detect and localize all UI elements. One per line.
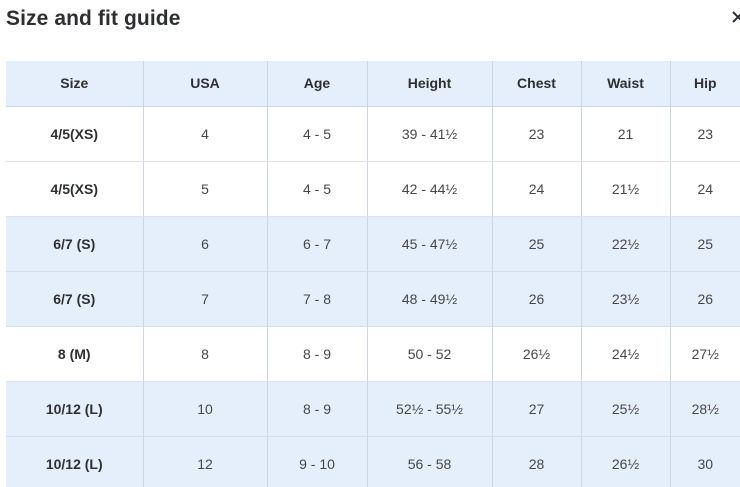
cell-waist: 21½ [581,161,671,217]
table-row: 8 (M) 8 8 - 9 50 - 52 26½ 24½ 27½ [6,326,740,382]
table-row: 6/7 (S) 6 6 - 7 45 - 47½ 25 22½ 25 [6,216,740,272]
table-row: 4/5(XS) 4 4 - 5 39 - 41½ 23 21 23 [6,106,740,162]
cell-age: 4 - 5 [267,106,368,162]
cell-waist: 22½ [581,216,671,272]
cell-chest: 26 [492,271,582,327]
cell-waist: 24½ [581,326,671,382]
cell-age: 8 - 9 [267,381,368,437]
cell-size: 8 (M) [6,326,144,382]
cell-hip: 26 [670,271,740,327]
size-chart-table-container: Size USA Age Height Chest Waist Hip 4/5(… [6,61,740,487]
header-waist: Waist [581,61,671,107]
cell-age: 4 - 5 [267,161,368,217]
cell-chest: 23 [492,106,582,162]
cell-waist: 21 [581,106,671,162]
cell-height: 56 - 58 [367,436,493,487]
cell-chest: 24 [492,161,582,217]
cell-age: 6 - 7 [267,216,368,272]
table-row: 10/12 (L) 12 9 - 10 56 - 58 28 26½ 30 [6,436,740,487]
cell-hip: 24 [670,161,740,217]
cell-hip: 28½ [670,381,740,437]
cell-age: 7 - 8 [267,271,368,327]
cell-height: 42 - 44½ [367,161,493,217]
table-row: 10/12 (L) 10 8 - 9 52½ - 55½ 27 25½ 28½ [6,381,740,437]
cell-waist: 23½ [581,271,671,327]
cell-chest: 26½ [492,326,582,382]
cell-usa: 4 [143,106,268,162]
cell-size: 10/12 (L) [6,436,144,487]
cell-usa: 12 [143,436,268,487]
table-row: 4/5(XS) 5 4 - 5 42 - 44½ 24 21½ 24 [6,161,740,217]
header-row: Size USA Age Height Chest Waist Hip [6,61,740,107]
table-body: 4/5(XS) 4 4 - 5 39 - 41½ 23 21 23 4/5(XS) 5 4 - 5… [6,106,740,487]
cell-chest: 25 [492,216,582,272]
cell-usa: 7 [143,271,268,327]
cell-hip: 30 [670,436,740,487]
cell-height: 39 - 41½ [367,106,493,162]
cell-waist: 25½ [581,381,671,437]
cell-height: 50 - 52 [367,326,493,382]
cell-age: 9 - 10 [267,436,368,487]
cell-chest: 27 [492,381,582,437]
header-hip: Hip [670,61,740,107]
header-usa: USA [143,61,268,107]
header-height: Height [367,61,493,107]
cell-height: 48 - 49½ [367,271,493,327]
dialog-title: Size and fit guide [6,7,181,30]
cell-usa: 10 [143,381,268,437]
cell-usa: 5 [143,161,268,217]
cell-size: 6/7 (S) [6,216,144,272]
cell-hip: 25 [670,216,740,272]
table-header: Size USA Age Height Chest Waist Hip [6,61,740,107]
cell-hip: 27½ [670,326,740,382]
cell-hip: 23 [670,106,740,162]
close-button[interactable] [730,4,740,30]
header-chest: Chest [492,61,582,107]
header-age: Age [267,61,368,107]
cell-waist: 26½ [581,436,671,487]
cell-size: 6/7 (S) [6,271,144,327]
cell-height: 52½ - 55½ [367,381,493,437]
cell-height: 45 - 47½ [367,216,493,272]
cell-usa: 6 [143,216,268,272]
close-icon [732,11,740,23]
cell-usa: 8 [143,326,268,382]
cell-age: 8 - 9 [267,326,368,382]
table-row: 6/7 (S) 7 7 - 8 48 - 49½ 26 23½ 26 [6,271,740,327]
cell-size: 4/5(XS) [6,161,144,217]
size-chart-table: Size USA Age Height Chest Waist Hip 4/5(… [6,61,740,487]
cell-chest: 28 [492,436,582,487]
header-size: Size [6,61,144,107]
cell-size: 10/12 (L) [6,381,144,437]
cell-size: 4/5(XS) [6,106,144,162]
